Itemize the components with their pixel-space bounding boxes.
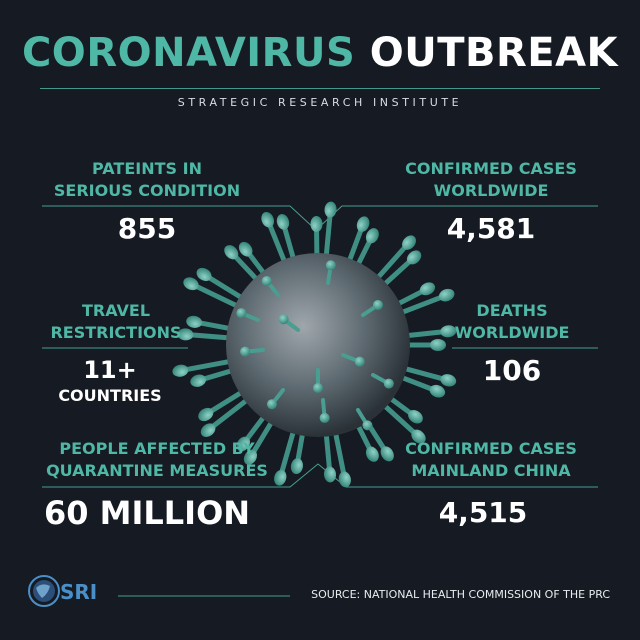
travel-label-line-1: TRAVEL [81, 301, 151, 320]
virus-spike-tip [419, 282, 436, 296]
deaths-label-line-2: WORLDWIDE [454, 323, 570, 342]
deaths-worldwide-label: DEATHS WORLDWIDE [452, 300, 572, 344]
virus-spike-tip [236, 436, 251, 452]
serious-label-line-1: PATEINTS IN [92, 159, 202, 178]
confirmed-ww-label-line-2: WORLDWIDE [433, 181, 549, 200]
virus-spike-tip [200, 423, 216, 437]
virus-spike-tip [438, 288, 455, 302]
sri-logo: SRI [28, 575, 97, 607]
virus-spike-tip [190, 374, 207, 387]
virus-spike-tip [380, 446, 394, 462]
virus-spike-tip [276, 214, 290, 230]
logo-text: SRI [60, 580, 97, 604]
virus-surface-tip [354, 356, 365, 367]
virus-spike-tip [261, 211, 274, 228]
virus-spike-tip [274, 469, 287, 486]
travel-restrictions-label: TRAVEL RESTRICTIONS [42, 300, 190, 344]
quarantine-label: PEOPLE AFFECTED BY QUARANTINE MEASURES [42, 438, 272, 482]
virus-spike-tip [356, 216, 370, 232]
virus-spike-tip [402, 235, 416, 250]
virus-surface-tip [313, 383, 323, 393]
virus-spike-tip [365, 228, 379, 244]
virus-spike-tip [290, 458, 303, 475]
virus-spike-tip [429, 384, 446, 398]
quarantine-label-line-2: QUARANTINE MEASURES [46, 461, 268, 480]
title-part-2: OUTBREAK [369, 30, 619, 76]
virus-spike-tip [183, 277, 199, 291]
virus-spike-tip [310, 216, 323, 233]
bottom-connector-line [42, 463, 598, 488]
virus-surface-tip [325, 260, 336, 271]
travel-restrictions-value: 11+ [83, 356, 137, 384]
virus-spike-tip [243, 449, 258, 465]
virus-spike-tip [408, 409, 423, 424]
virus-surface-tip [278, 314, 289, 325]
virus-spike-tip [365, 446, 379, 462]
travel-restrictions-unit: COUNTRIES [58, 386, 162, 405]
subtitle: STRATEGIC RESEARCH INSTITUTE [177, 96, 463, 109]
virus-surface-tip [236, 308, 247, 319]
virus-spike-tip [177, 328, 194, 341]
virus-spike-tip [406, 250, 422, 265]
confirmed-ww-label-line-1: CONFIRMED CASES [405, 159, 577, 178]
quarantine-value: 60 MILLION [43, 494, 251, 532]
virus-spike-tip [196, 267, 212, 282]
china-label-line-2: MAINLAND CHINA [411, 461, 571, 480]
virus-surface-tip [261, 275, 272, 286]
virus-spike-tip [324, 201, 337, 218]
virus-spike-tip [198, 407, 214, 422]
virus-spike-tip [411, 429, 426, 444]
virus-surface-tip [362, 420, 373, 431]
serious-label-line-2: SERIOUS CONDITION [53, 181, 241, 200]
china-label-line-1: CONFIRMED CASES [405, 439, 577, 458]
travel-label-line-2: RESTRICTIONS [50, 323, 182, 342]
virus-surface-tip [372, 300, 383, 311]
virus-surface-tip [266, 399, 277, 410]
confirmed-worldwide-label: CONFIRMED CASES WORLDWIDE [386, 158, 596, 202]
title-part-1: CORONAVIRUS [21, 30, 356, 76]
virus-surface-tip [383, 378, 394, 389]
virus-spike-tip [430, 339, 446, 351]
virus-surface-tip [319, 412, 330, 423]
virus-spike-tip [238, 241, 253, 257]
deaths-label-line-1: DEATHS [476, 301, 548, 320]
page-title: CORONAVIRUS OUTBREAK [0, 30, 640, 76]
virus-spike-tip [440, 374, 457, 387]
serious-condition-value: 855 [117, 212, 177, 245]
virus-surface-tip [240, 346, 251, 357]
source-note: SOURCE: NATIONAL HEALTH COMMISSION OF TH… [311, 588, 610, 601]
virus-core [226, 253, 410, 437]
virus-spike-tip [186, 315, 203, 328]
virus-surface-dots [236, 260, 394, 431]
virus-spike-tip [172, 364, 189, 377]
china-cases-label: CONFIRMED CASES MAINLAND CHINA [386, 438, 596, 482]
china-cases-value: 4,515 [438, 496, 528, 529]
deaths-worldwide-value: 106 [482, 354, 542, 387]
quarantine-label-line-1: PEOPLE AFFECTED BY [59, 439, 255, 458]
serious-condition-label: PATEINTS IN SERIOUS CONDITION [42, 158, 252, 202]
virus-spike-tip [224, 245, 239, 260]
virus-spike-tip [338, 471, 351, 488]
confirmed-worldwide-value: 4,581 [446, 212, 536, 245]
virus-spike-tip [440, 325, 457, 338]
virus-spike-tip [323, 466, 337, 483]
header-divider [40, 88, 600, 89]
